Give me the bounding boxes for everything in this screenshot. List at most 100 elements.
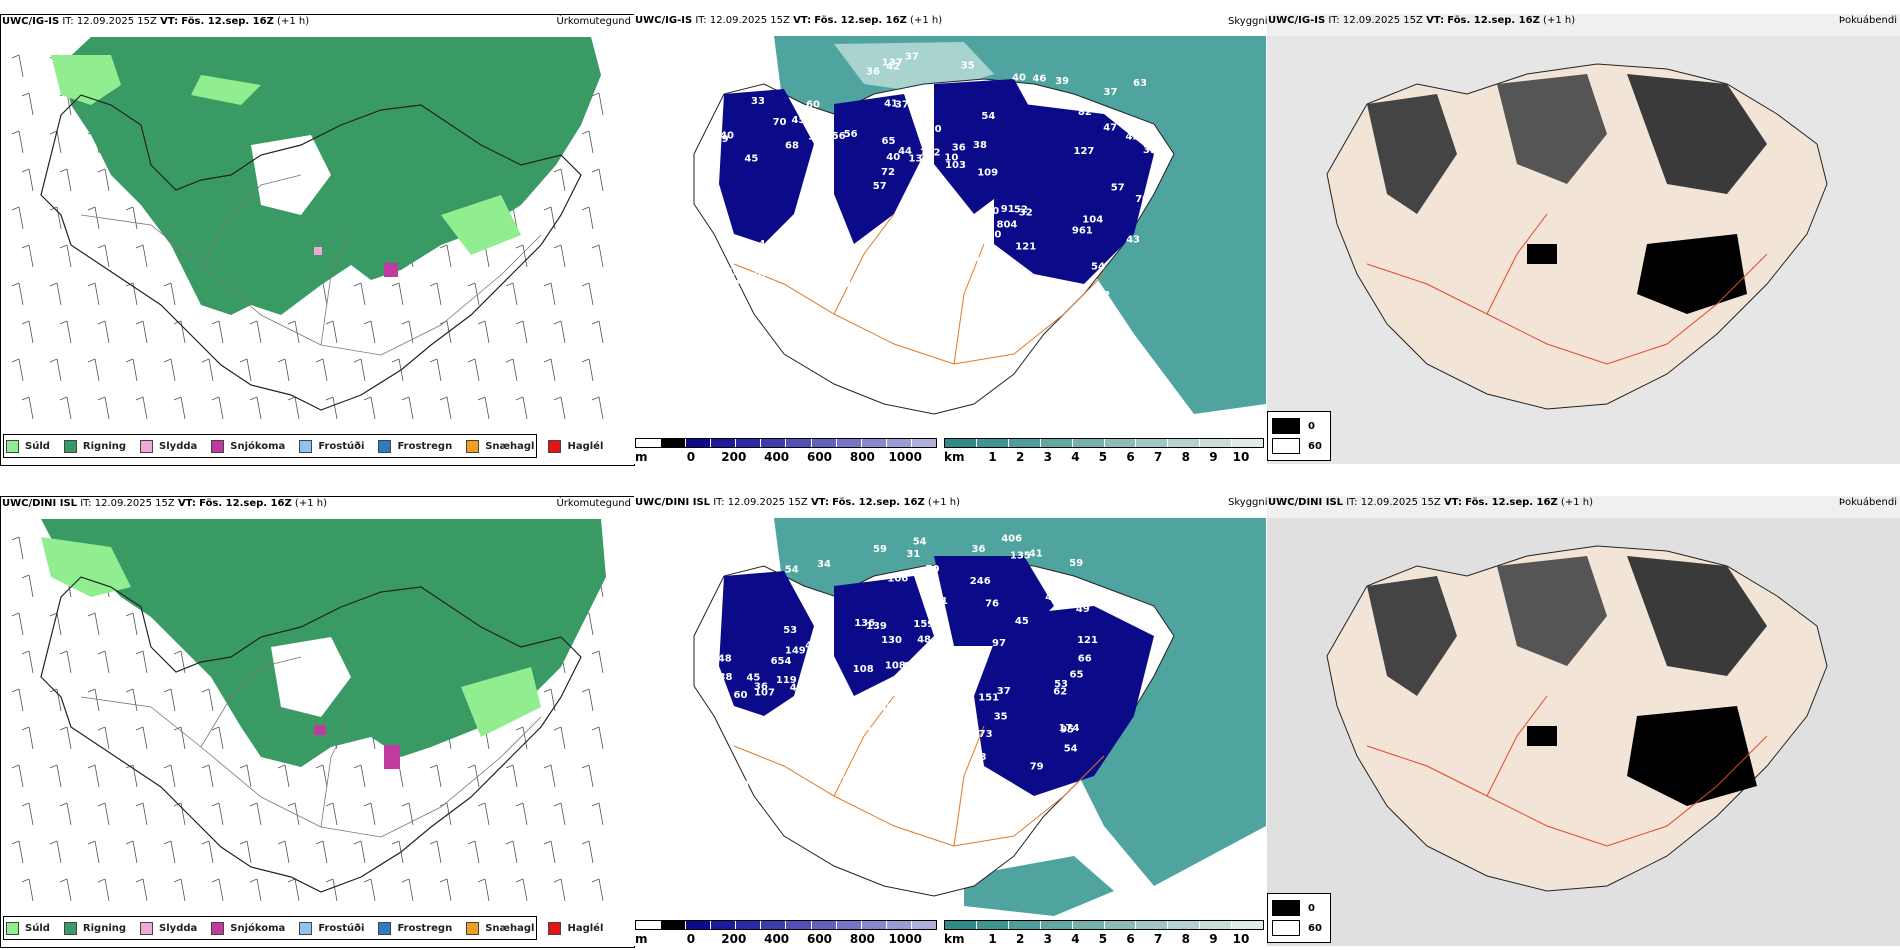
colorbar-tick: 1000 bbox=[888, 450, 922, 464]
cloudbase-value-label: 63 bbox=[1133, 78, 1147, 89]
wind-barb bbox=[436, 358, 442, 382]
drizzle-area-2 bbox=[461, 667, 541, 737]
wind-barb bbox=[132, 612, 138, 636]
colorbar-step bbox=[736, 439, 762, 447]
wind-barb bbox=[18, 130, 24, 154]
cloudbase-colorbar: m 0 200 400 600 800 1000 bbox=[635, 438, 937, 464]
wind-barb bbox=[208, 358, 214, 382]
fog-legend-label: 0 bbox=[1308, 902, 1315, 914]
legend-swatch bbox=[378, 921, 392, 935]
cloudbase-value-label: 83 bbox=[881, 256, 895, 267]
wind-barb-flag bbox=[59, 802, 68, 807]
wind-barb bbox=[484, 396, 490, 420]
wind-barb bbox=[522, 396, 528, 420]
cloudbase-value-label: 33 bbox=[751, 96, 765, 107]
wind-barb bbox=[522, 244, 528, 268]
wind-barb-flag bbox=[59, 168, 68, 173]
cloudbase-value-label: 39 bbox=[898, 750, 912, 761]
wind-barb bbox=[208, 840, 214, 864]
wind-barb bbox=[332, 878, 338, 902]
wind-barb bbox=[588, 612, 594, 636]
legend-label: Snjókoma bbox=[230, 922, 286, 934]
legend-label: Snjókoma bbox=[230, 440, 286, 452]
wind-barb-flag bbox=[11, 840, 20, 845]
wind-barb bbox=[94, 764, 100, 788]
colorbar-step bbox=[911, 921, 936, 929]
wind-barb-flag bbox=[353, 764, 362, 769]
cloudbase-value-label: 62 bbox=[796, 721, 810, 732]
wind-barb-flag bbox=[211, 878, 220, 883]
wind-barb-flag bbox=[543, 206, 552, 211]
wind-barb-flag bbox=[287, 878, 296, 883]
cloudbase-value-label: 72 bbox=[881, 167, 895, 178]
wind-barb bbox=[284, 764, 290, 788]
cloudbase-low bbox=[719, 89, 814, 244]
cloudbase-value-label: 76 bbox=[889, 265, 903, 276]
cloudbase-value-label: 97 bbox=[992, 638, 1006, 649]
cloudbase-value-label: 139 bbox=[866, 621, 887, 632]
wind-barb-flag bbox=[11, 130, 20, 135]
panel-title: UWC/IG-IS IT: 12.09.2025 15Z VT: Fös. 12… bbox=[2, 16, 310, 27]
wind-barb bbox=[522, 802, 528, 826]
wind-barb bbox=[180, 726, 186, 750]
colorbar-step bbox=[1104, 921, 1137, 929]
cloudbase-value-label: 40 bbox=[886, 152, 900, 163]
legend-item: Súld bbox=[6, 921, 50, 935]
cloudbase-value-label: 133 bbox=[728, 56, 749, 67]
wind-barb bbox=[142, 878, 148, 902]
cloudbase-value-label: 43 bbox=[765, 308, 779, 319]
wind-barb-flag bbox=[249, 396, 258, 401]
cloudbase-value-label: 42 bbox=[1126, 132, 1140, 143]
visibility-panel-label-row1: Skyggni bbox=[1228, 16, 1268, 27]
wind-barb-flag bbox=[201, 358, 210, 363]
legend-swatch bbox=[211, 921, 225, 935]
precip-panel-row1: UWC/IG-IS IT: 12.09.2025 15Z VT: Fös. 12… bbox=[0, 14, 635, 466]
wind-barb-flag bbox=[429, 282, 438, 287]
colorbar-step bbox=[1040, 439, 1073, 447]
cloudbase-value-label: 91 bbox=[879, 703, 893, 714]
cloudbase-value-label: 88 bbox=[791, 254, 805, 265]
cloudbase-value-label: 41 bbox=[766, 294, 780, 305]
wind-barb-flag bbox=[287, 802, 296, 807]
cloudbase-value-label: 45 bbox=[1015, 616, 1029, 627]
colorbar-step bbox=[1200, 439, 1233, 447]
colorbar-step bbox=[836, 921, 862, 929]
cloudbase-value-label: 49 bbox=[949, 746, 963, 757]
colorbar-tick: 0 bbox=[686, 932, 696, 946]
sleet-spot bbox=[314, 247, 322, 255]
wind-barb bbox=[104, 802, 110, 826]
wind-barb bbox=[104, 396, 110, 420]
wind-barb bbox=[284, 840, 290, 864]
cloudbase-value-label: 59 bbox=[768, 750, 782, 761]
white-gap bbox=[251, 135, 331, 215]
cloudbase-low-4 bbox=[974, 606, 1154, 796]
wind-barb bbox=[522, 726, 528, 750]
cloud-labels: 6245375754414150465647523736323342393047… bbox=[715, 52, 1157, 319]
wind-barb-flag bbox=[239, 358, 248, 363]
wind-barb bbox=[66, 244, 72, 268]
precip-map-row1 bbox=[11, 37, 604, 420]
wind-barb-flag bbox=[135, 878, 144, 883]
wind-barb-flag bbox=[391, 282, 400, 287]
wind-barb bbox=[598, 726, 604, 750]
legend-swatch bbox=[548, 921, 562, 935]
cloudbase-value-label: 112 bbox=[834, 776, 855, 787]
roads bbox=[733, 213, 1105, 365]
colorbar-tick: 400 bbox=[764, 932, 790, 946]
panel-type-label: Úrkomutegund bbox=[556, 498, 631, 509]
fog-dark-3 bbox=[1627, 556, 1767, 676]
legend-swatch bbox=[299, 921, 313, 935]
cloudbase-value-label: 49 bbox=[805, 641, 819, 652]
wind-barb bbox=[56, 206, 62, 230]
colorbar-step bbox=[861, 439, 887, 447]
cloudbase-value-label: 35 bbox=[994, 711, 1008, 722]
fog-dark bbox=[1367, 576, 1457, 696]
cloudbase-value-label: 961 bbox=[1072, 226, 1093, 237]
cloudbase-value-label: 64 bbox=[976, 264, 990, 275]
cloudbase-value-label: 39 bbox=[1055, 76, 1069, 87]
wind-barb bbox=[256, 878, 262, 902]
wind-barb bbox=[28, 396, 34, 420]
wind-barb bbox=[284, 358, 290, 382]
cloudbase-value-label: 54 bbox=[1091, 262, 1105, 273]
wind-barb bbox=[360, 282, 366, 306]
